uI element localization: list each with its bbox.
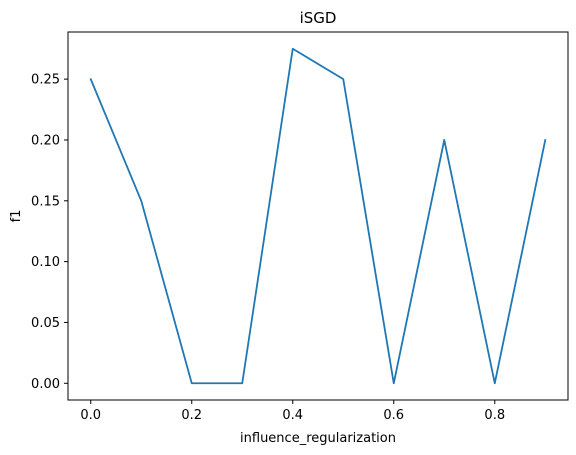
y-axis: 0.00 0.05 0.10 0.15 0.20 0.25 [31, 73, 68, 392]
y-tick-label: 0.00 [31, 377, 60, 392]
x-tick-label: 0.0 [80, 408, 101, 423]
chart-title: iSGD [300, 9, 337, 27]
y-tick-label: 0.05 [31, 316, 60, 331]
y-tick-label: 0.15 [31, 194, 60, 209]
series-line [89, 47, 547, 385]
x-tick-label: 0.4 [282, 408, 303, 423]
y-tick-label: 0.25 [31, 73, 60, 88]
x-axis-label: influence_regularization [240, 431, 396, 446]
plot-frame [67, 31, 569, 401]
x-tick-label: 0.6 [383, 408, 404, 423]
series-layer [89, 47, 547, 385]
y-axis-label: f1 [9, 210, 24, 223]
y-tick-label: 0.10 [31, 255, 60, 270]
x-axis: 0.0 0.2 0.4 0.6 0.8 [80, 400, 505, 423]
y-tick-label: 0.20 [31, 133, 60, 148]
x-tick-label: 0.8 [484, 408, 505, 423]
x-tick-label: 0.2 [181, 408, 202, 423]
